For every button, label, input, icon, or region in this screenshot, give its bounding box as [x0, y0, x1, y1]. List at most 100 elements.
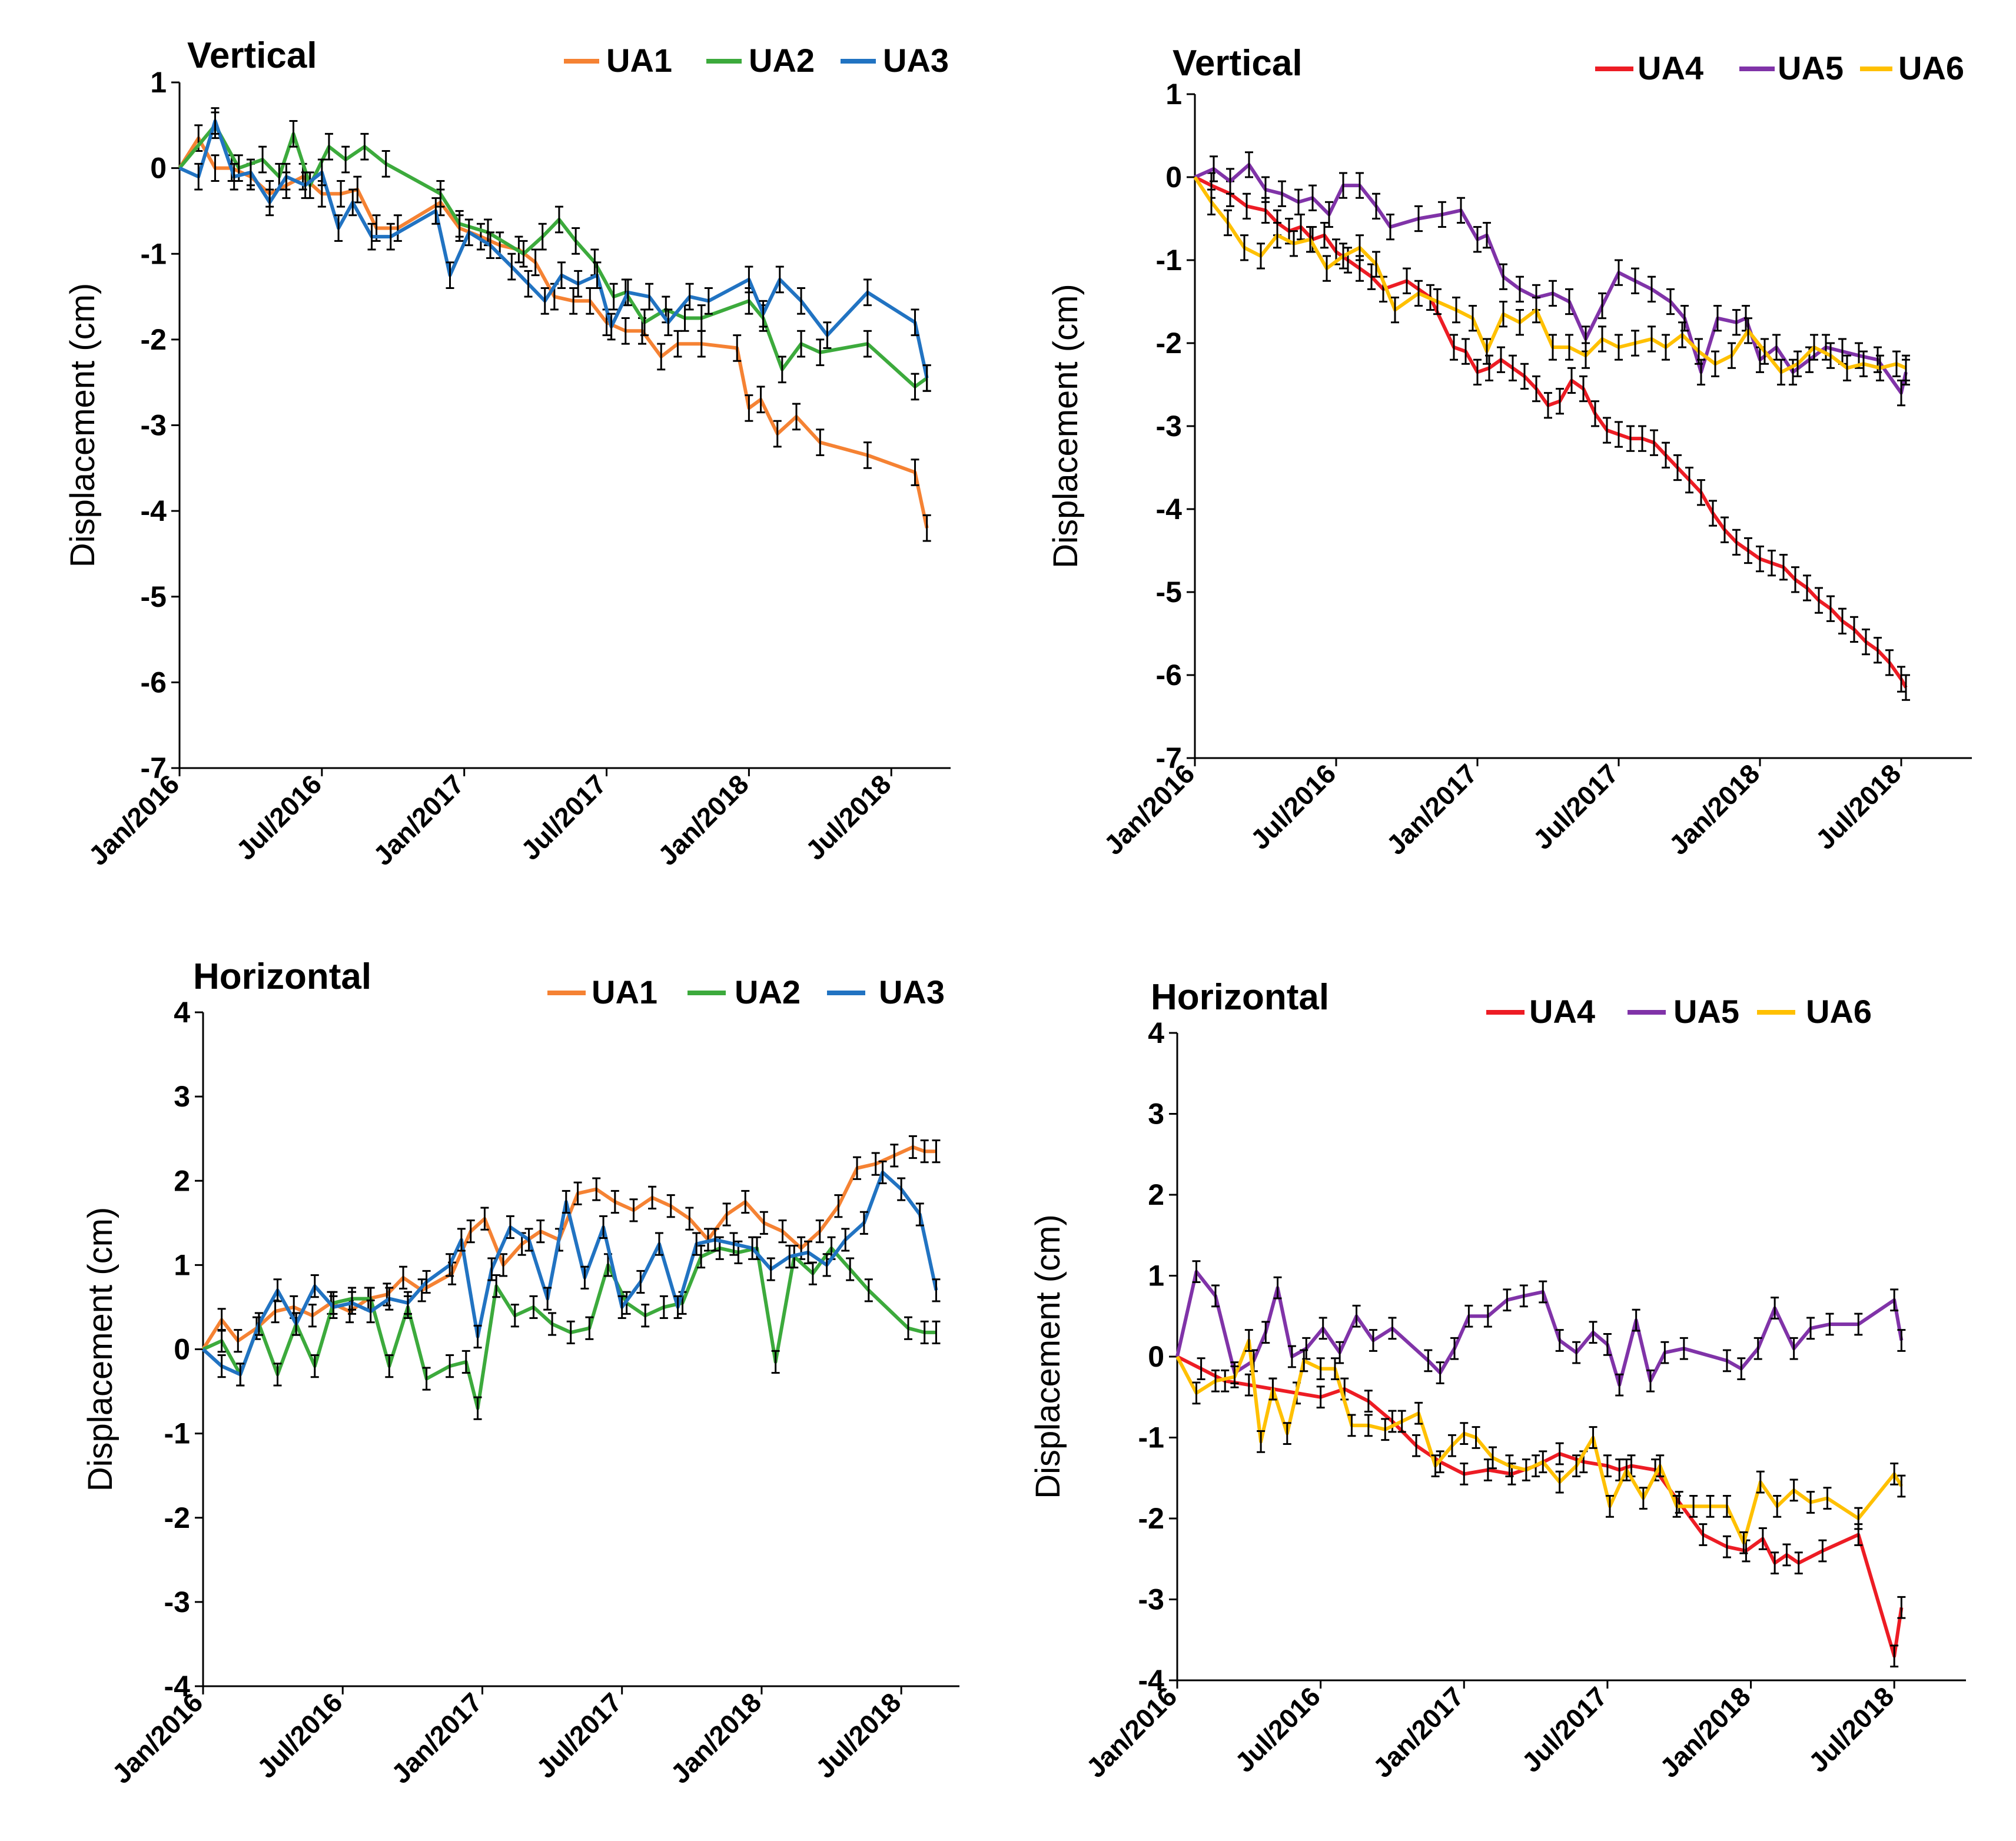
- error-bar: [1549, 280, 1557, 307]
- error-bar: [572, 227, 580, 255]
- error-bar: [1579, 375, 1587, 403]
- error-bar: [1695, 338, 1703, 365]
- error-bar: [692, 1232, 701, 1256]
- error-bar: [1290, 230, 1298, 257]
- error-bar: [386, 222, 395, 251]
- series-ua6: [1175, 1329, 1906, 1554]
- error-bar: [610, 1189, 619, 1214]
- error-bar: [366, 1299, 375, 1324]
- error-bar: [1615, 421, 1623, 448]
- error-bar: [446, 1253, 454, 1277]
- error-bar: [1753, 1337, 1762, 1360]
- error-bar: [1650, 429, 1658, 456]
- error-bar: [1381, 1418, 1390, 1441]
- error-bar: [878, 1160, 887, 1185]
- x-tick-label: Jul/2017: [530, 1687, 627, 1784]
- error-bar: [673, 1295, 682, 1320]
- error-bar: [1372, 192, 1380, 220]
- error-bar: [1483, 222, 1491, 249]
- error-bar: [1539, 1450, 1547, 1474]
- error-bar: [1369, 1329, 1377, 1352]
- error-bar: [540, 287, 549, 315]
- error-bar: [1522, 1458, 1530, 1481]
- error-bar: [211, 107, 220, 135]
- y-tick-label: -6: [141, 666, 167, 699]
- error-bar: [1672, 1495, 1681, 1518]
- error-bar: [480, 1207, 489, 1231]
- legend-label-ua6: UA6: [1806, 993, 1872, 1030]
- error-bar: [859, 1211, 868, 1235]
- series-ua2: [178, 111, 931, 401]
- error-bar: [446, 1354, 454, 1378]
- y-axis-title: Displacement (cm): [64, 283, 102, 567]
- error-bar: [1890, 1644, 1899, 1668]
- legend-label-ua3: UA3: [879, 973, 945, 1011]
- error-bar: [422, 1270, 431, 1294]
- error-bar: [487, 1257, 496, 1281]
- error-bar: [1473, 358, 1482, 386]
- error-bar: [282, 162, 291, 191]
- error-bar: [1639, 1487, 1648, 1510]
- error-bar: [1897, 666, 1905, 693]
- error-bar: [194, 162, 203, 191]
- y-axis-title: Displacement (cm): [1047, 284, 1085, 568]
- error-bar: [666, 1194, 675, 1218]
- error-bar: [476, 222, 485, 251]
- error-bar: [289, 120, 298, 148]
- error-bar: [1192, 1260, 1201, 1283]
- error-bar: [1756, 1470, 1765, 1494]
- error-bar: [1221, 1369, 1230, 1393]
- error-bar: [1388, 1317, 1397, 1340]
- error-bar: [1794, 1551, 1803, 1574]
- error-bar: [1532, 375, 1540, 403]
- error-bar: [1656, 1454, 1665, 1477]
- series-line-ua5: [1175, 1270, 1904, 1387]
- error-bar: [1505, 1454, 1514, 1477]
- error-bar: [1243, 192, 1251, 220]
- y-tick-label: -7: [141, 752, 167, 785]
- error-bar: [1771, 1551, 1779, 1574]
- x-tick-label: Jan/2016: [106, 1687, 208, 1789]
- error-bar: [536, 1219, 545, 1244]
- panel-title: Vertical: [1173, 43, 1303, 84]
- error-bar: [1885, 649, 1894, 676]
- y-tick-label: 2: [174, 1164, 190, 1197]
- error-bar: [778, 1219, 787, 1244]
- error-bar: [308, 1304, 317, 1328]
- error-bar: [1519, 1284, 1528, 1308]
- error-bar: [1450, 334, 1458, 361]
- error-bar: [1862, 628, 1870, 656]
- x-tick-label: Jul/2018: [1809, 758, 1907, 855]
- legend-label-ua4: UA4: [1638, 49, 1703, 87]
- error-bar: [1713, 305, 1722, 332]
- error-bar: [554, 205, 563, 234]
- error-bar: [422, 1367, 431, 1391]
- panel-title: Vertical: [187, 35, 317, 76]
- error-bar: [1722, 1349, 1731, 1373]
- error-bar: [1294, 188, 1303, 215]
- error-bar: [1789, 1337, 1798, 1360]
- error-bar: [1902, 354, 1910, 381]
- error-bar: [353, 175, 362, 204]
- error-bar: [506, 1215, 514, 1239]
- x-tick-label: Jul/2016: [1229, 1681, 1326, 1778]
- legend: UA4 UA5 UA6: [1595, 49, 1964, 87]
- series-ua4: [1194, 172, 1910, 701]
- error-bar: [1648, 325, 1656, 353]
- error-bar: [436, 180, 445, 208]
- error-bar: [759, 300, 768, 328]
- error-bar: [211, 154, 220, 182]
- y-tick-label: 3: [174, 1080, 190, 1113]
- error-bar: [1555, 1329, 1564, 1352]
- error-bar: [623, 278, 632, 307]
- error-bar: [457, 1228, 466, 1252]
- error-bar: [1555, 1470, 1564, 1494]
- error-bar: [473, 1396, 482, 1420]
- legend-label-ua5: UA5: [1673, 993, 1739, 1030]
- error-bar: [1438, 201, 1446, 228]
- error-bar: [645, 283, 654, 311]
- error-bar: [1679, 1337, 1688, 1360]
- error-bar: [1685, 467, 1693, 494]
- error-bar: [1325, 201, 1333, 228]
- error-bar: [403, 1291, 412, 1315]
